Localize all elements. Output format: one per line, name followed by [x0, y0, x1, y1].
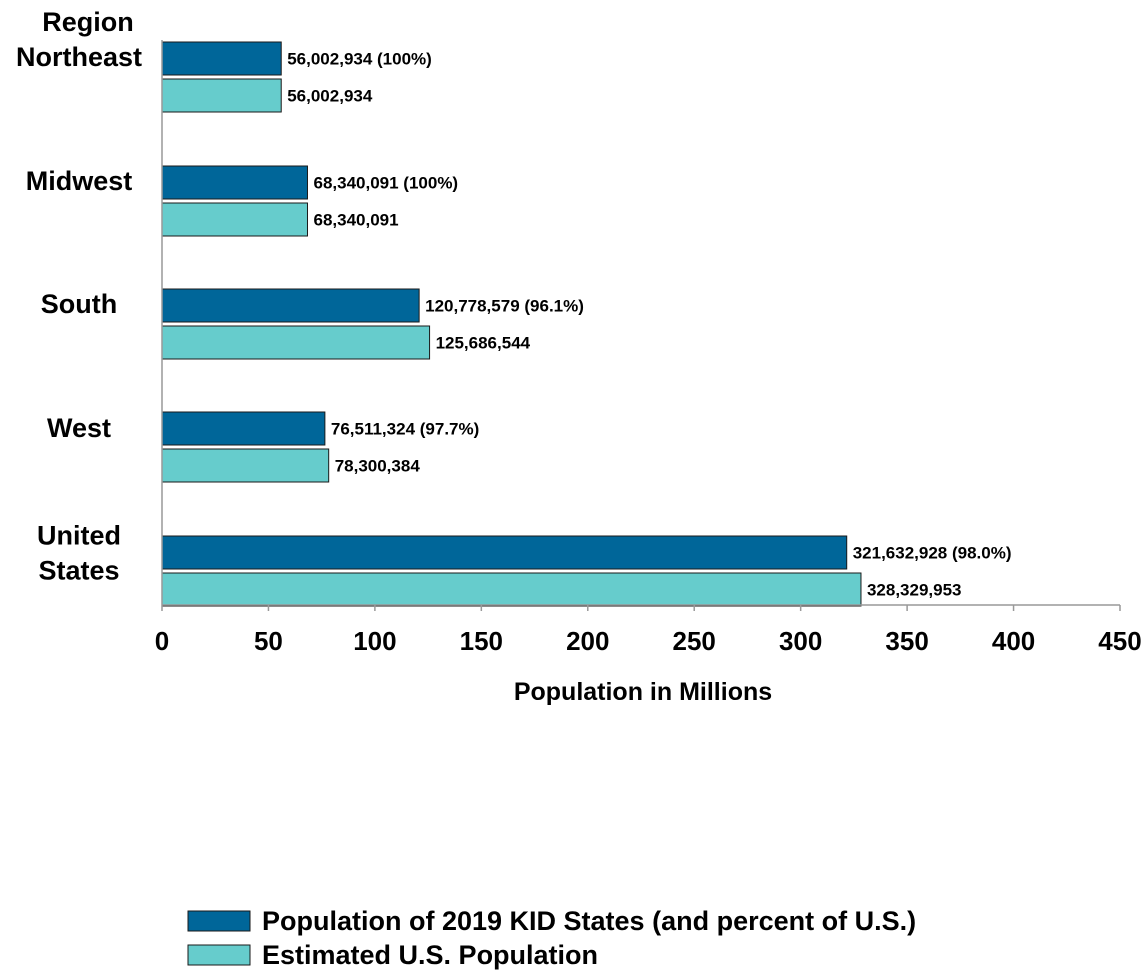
bar-series-2 — [161, 202, 308, 237]
axes — [161, 40, 1121, 611]
x-tick-label: 0 — [155, 626, 169, 656]
data-label: 68,340,091 (100%) — [313, 174, 458, 193]
data-label: 68,340,091 — [313, 211, 398, 230]
x-tick-label: 150 — [460, 626, 503, 656]
data-labels: 56,002,934 (100%) 68,340,091 (100%) 120,77… — [287, 50, 1011, 600]
bar-series-1 — [161, 411, 326, 446]
data-label: 321,632,928 (98.0%) — [853, 544, 1012, 563]
bars — [161, 41, 862, 607]
category-label: States — [38, 556, 119, 586]
bar-series-1 — [161, 41, 282, 76]
data-label: 120,778,579 (96.1%) — [425, 297, 584, 316]
x-axis-title: Population in Millions — [514, 678, 772, 706]
x-tick-label: 300 — [779, 626, 822, 656]
x-tick-label: 50 — [254, 626, 283, 656]
x-tick-labels: 0 50 100 150 200 250 300 350 400 450 — [155, 626, 1142, 656]
category-label: Midwest — [26, 166, 133, 196]
category-label: West — [47, 413, 111, 443]
bar-series-2 — [161, 325, 431, 360]
category-label: United — [37, 521, 121, 551]
data-label: 76,511,324 (97.7%) — [331, 420, 479, 439]
legend-label: Population of 2019 KID States (and perce… — [262, 906, 916, 936]
legend-swatch-1 — [187, 910, 251, 932]
data-label: 56,002,934 (100%) — [287, 50, 432, 69]
legend-swatch-2 — [187, 944, 251, 966]
data-label: 56,002,934 — [287, 87, 373, 106]
category-label: Northeast — [16, 42, 142, 72]
bar-series-2 — [161, 572, 862, 607]
x-tick-label: 200 — [566, 626, 609, 656]
data-label: 328,329,953 — [867, 581, 962, 600]
category-labels: Northeast Midwest South West United States — [16, 42, 142, 586]
bar-series-2 — [161, 78, 282, 113]
bar-series-1 — [161, 535, 848, 570]
data-label: 78,300,384 — [335, 457, 421, 476]
bar-series-1 — [161, 165, 308, 200]
category-axis-title: Region — [42, 7, 134, 37]
data-label: 125,686,544 — [436, 334, 531, 353]
x-tick-label: 400 — [992, 626, 1035, 656]
category-label: South — [41, 289, 117, 319]
x-tick-label: 100 — [353, 626, 396, 656]
x-tick-label: 250 — [673, 626, 716, 656]
bar-series-1 — [161, 288, 420, 323]
bar-series-2 — [161, 448, 330, 483]
legend: Population of 2019 KID States (and perce… — [187, 906, 916, 970]
x-tick-label: 350 — [885, 626, 928, 656]
legend-label: Estimated U.S. Population — [262, 940, 598, 970]
x-tick-label: 450 — [1098, 626, 1141, 656]
